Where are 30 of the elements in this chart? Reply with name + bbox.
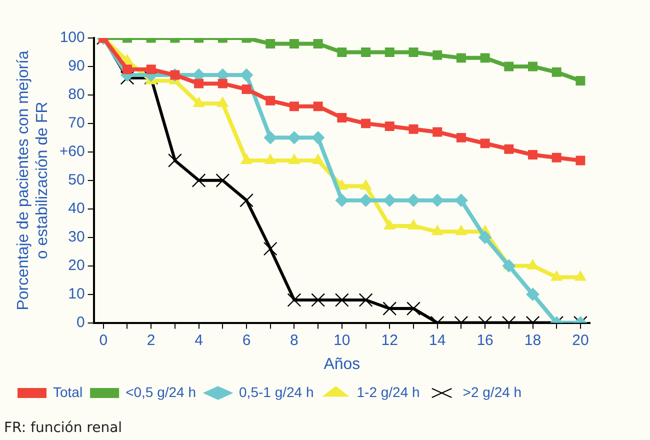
y-tick-label: 50 (68, 172, 85, 189)
y-tick-label: 80 (68, 86, 85, 104)
y-tick-label: 100 (60, 29, 85, 46)
y-tick-label: 30 (68, 228, 85, 246)
x-tick-label: 16 (476, 332, 494, 349)
x-tick-label: 4 (194, 332, 203, 349)
x-tick-label: 14 (428, 332, 446, 349)
y-tick-label: 70 (68, 114, 85, 132)
y-tick-label: 90 (68, 58, 85, 75)
x-tick-label: 12 (381, 332, 398, 349)
x-tick-label: 0 (99, 332, 108, 349)
text: FR: función renal (4, 420, 122, 436)
y-axis-title: Porcentaje de pacientes con mejoría o estabilización de FR (15, 50, 52, 310)
x-tick-label: 18 (524, 332, 542, 349)
legend-label: 0,5-1 g/24 h (239, 384, 314, 400)
y-tick-label: 0 (76, 314, 85, 331)
x-axis-title: Años (324, 356, 360, 373)
y-tick-label: 40 (68, 200, 85, 218)
x-tick-label: 2 (146, 332, 156, 349)
x-tick-label: 8 (290, 332, 298, 349)
y-tick-label: 10 (68, 285, 85, 302)
x-tick-label: 6 (242, 332, 251, 349)
y-tick-label: +60 (59, 143, 85, 160)
legend-label: >2 g/24 h (462, 384, 522, 400)
x-tick-label: 20 (572, 332, 589, 349)
x-tick-label: 10 (334, 332, 350, 349)
legend-label: <0,5 g/24 h (126, 384, 196, 400)
legend-label: 1-2 g/24 h (356, 384, 420, 400)
legend-label: Total (53, 384, 83, 400)
y-tick-label: 20 (68, 256, 85, 274)
